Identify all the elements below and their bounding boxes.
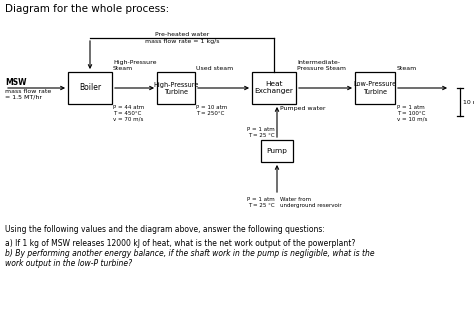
Text: P = 1 atm
T = 100°C
v = 10 m/s: P = 1 atm T = 100°C v = 10 m/s — [397, 105, 428, 121]
Text: High-Pressure
Turbine: High-Pressure Turbine — [153, 81, 199, 95]
Text: Pumped water: Pumped water — [280, 106, 326, 111]
Text: P = 44 atm
T = 450°C
v = 70 m/s: P = 44 atm T = 450°C v = 70 m/s — [113, 105, 144, 121]
Text: Intermediate-
Pressure Steam: Intermediate- Pressure Steam — [297, 60, 346, 71]
Bar — [68, 72, 112, 104]
Text: MSW: MSW — [5, 78, 27, 87]
Bar — [261, 140, 293, 162]
Text: Low-Pressure
Turbine: Low-Pressure Turbine — [354, 81, 397, 95]
Text: Used steam: Used steam — [196, 66, 233, 71]
Text: 10 m: 10 m — [463, 99, 474, 105]
Text: work output in the low-P turbine?: work output in the low-P turbine? — [5, 259, 132, 268]
Text: Pre-heated water: Pre-heated water — [155, 32, 209, 37]
Text: Pump: Pump — [266, 148, 287, 154]
Bar — [157, 72, 195, 104]
Text: mass flow rate
= 1.5 MT/hr: mass flow rate = 1.5 MT/hr — [5, 89, 51, 100]
Text: Heat
Exchanger: Heat Exchanger — [255, 81, 293, 95]
Text: Boiler: Boiler — [79, 84, 101, 92]
Text: mass flow rate = 1 kg/s: mass flow rate = 1 kg/s — [145, 39, 219, 44]
Text: P = 1 atm
T = 25 °C: P = 1 atm T = 25 °C — [247, 127, 275, 138]
Text: Using the following values and the diagram above, answer the following questions: Using the following values and the diagr… — [5, 225, 325, 234]
Text: Water from
underground reservoir: Water from underground reservoir — [280, 197, 342, 208]
Bar — [355, 72, 395, 104]
Text: P = 10 atm
T = 250°C: P = 10 atm T = 250°C — [196, 105, 227, 116]
Bar — [252, 72, 296, 104]
Text: b) By performing another energy balance, if the shaft work in the pump is neglig: b) By performing another energy balance,… — [5, 249, 374, 258]
Text: High-Pressure
Steam: High-Pressure Steam — [113, 60, 156, 71]
Text: P = 1 atm
T = 25 °C: P = 1 atm T = 25 °C — [247, 197, 275, 208]
Text: Diagram for the whole process:: Diagram for the whole process: — [5, 4, 169, 14]
Text: a) If 1 kg of MSW releases 12000 kJ of heat, what is the net work output of the : a) If 1 kg of MSW releases 12000 kJ of h… — [5, 239, 356, 248]
Text: Steam: Steam — [397, 66, 417, 71]
